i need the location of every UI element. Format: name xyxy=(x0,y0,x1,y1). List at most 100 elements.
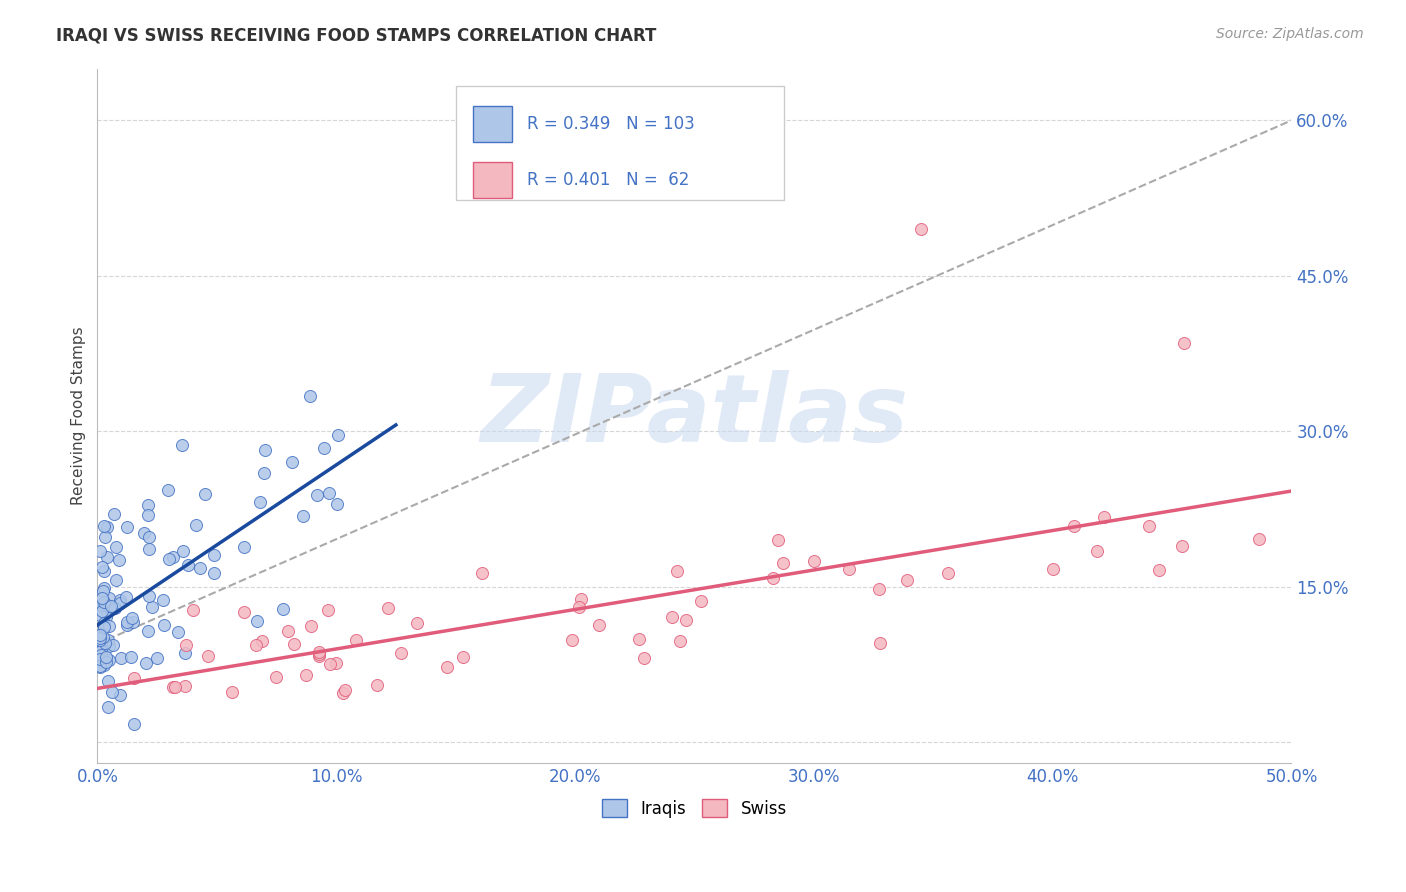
Point xyxy=(766,533,789,548)
Point xyxy=(253,466,276,480)
Point xyxy=(97,699,120,714)
Point xyxy=(295,668,318,682)
Point xyxy=(406,616,429,631)
Point xyxy=(162,680,184,694)
Point xyxy=(316,602,339,616)
Point xyxy=(89,631,111,645)
Point xyxy=(132,525,155,540)
Point xyxy=(675,613,697,627)
Point xyxy=(153,618,176,632)
Point xyxy=(98,619,121,633)
Point xyxy=(1042,562,1064,576)
Point xyxy=(197,648,219,663)
Point xyxy=(173,679,195,693)
Point xyxy=(93,658,115,673)
Point xyxy=(122,672,145,686)
Point xyxy=(94,636,117,650)
Point xyxy=(110,651,132,665)
Point xyxy=(308,648,330,663)
Point xyxy=(838,562,860,576)
Point xyxy=(204,566,226,580)
Point xyxy=(152,593,174,607)
Text: R = 0.349   N = 103: R = 0.349 N = 103 xyxy=(527,115,695,133)
Point xyxy=(138,541,160,556)
Point xyxy=(104,540,127,554)
Point xyxy=(93,595,115,609)
Point xyxy=(93,620,115,634)
Point xyxy=(122,717,145,731)
Point xyxy=(89,628,111,642)
Text: R = 0.401   N =  62: R = 0.401 N = 62 xyxy=(527,170,689,188)
Point xyxy=(89,644,111,658)
Point xyxy=(283,638,305,652)
Point xyxy=(115,615,138,629)
Point xyxy=(628,632,651,646)
Point xyxy=(115,590,138,604)
Point xyxy=(332,686,354,700)
Point xyxy=(91,654,114,668)
Point xyxy=(89,632,111,647)
Point xyxy=(101,638,124,652)
Point xyxy=(104,573,127,587)
Point xyxy=(312,441,335,455)
Point xyxy=(90,635,112,649)
Text: ZIPatlas: ZIPatlas xyxy=(481,370,908,462)
Point xyxy=(93,564,115,578)
Point xyxy=(291,509,314,524)
Point xyxy=(93,598,115,612)
Point xyxy=(89,658,111,673)
Point xyxy=(326,497,349,511)
Point xyxy=(803,554,825,568)
Point xyxy=(97,639,120,653)
Point xyxy=(103,507,125,521)
Point xyxy=(246,614,269,628)
Point xyxy=(299,389,322,403)
Point xyxy=(318,485,340,500)
Point xyxy=(135,657,157,671)
Point xyxy=(1092,509,1115,524)
Point xyxy=(377,601,399,615)
Point xyxy=(97,633,120,648)
Point xyxy=(157,552,180,566)
Point xyxy=(325,657,347,671)
Point xyxy=(138,589,160,603)
FancyBboxPatch shape xyxy=(456,86,785,201)
Point xyxy=(89,607,111,622)
Point xyxy=(90,643,112,657)
Point xyxy=(232,540,254,554)
Point xyxy=(166,624,188,639)
Point xyxy=(104,600,127,615)
Point xyxy=(91,591,114,605)
Text: IRAQI VS SWISS RECEIVING FOOD STAMPS CORRELATION CHART: IRAQI VS SWISS RECEIVING FOOD STAMPS COR… xyxy=(56,27,657,45)
Point xyxy=(328,428,350,442)
Point xyxy=(177,558,200,572)
Point xyxy=(188,561,211,575)
Point xyxy=(181,603,204,617)
Point xyxy=(91,583,114,598)
Point xyxy=(271,602,294,616)
Point xyxy=(93,620,115,634)
Point xyxy=(868,582,890,596)
Point xyxy=(108,688,131,702)
Point xyxy=(910,222,932,236)
Point xyxy=(94,650,117,665)
Point xyxy=(100,599,122,613)
Point xyxy=(89,652,111,666)
Point xyxy=(136,499,159,513)
Point xyxy=(669,634,692,648)
Point xyxy=(277,624,299,638)
Point xyxy=(366,678,388,692)
Point xyxy=(1173,336,1195,351)
Point xyxy=(588,617,610,632)
Point xyxy=(89,659,111,673)
Point xyxy=(91,630,114,644)
FancyBboxPatch shape xyxy=(474,161,512,198)
Point xyxy=(97,673,120,688)
Point xyxy=(121,611,143,625)
Point xyxy=(186,517,208,532)
Point xyxy=(89,544,111,558)
Point xyxy=(101,684,124,698)
Point xyxy=(96,609,118,624)
Point xyxy=(471,566,494,580)
FancyBboxPatch shape xyxy=(474,106,512,142)
